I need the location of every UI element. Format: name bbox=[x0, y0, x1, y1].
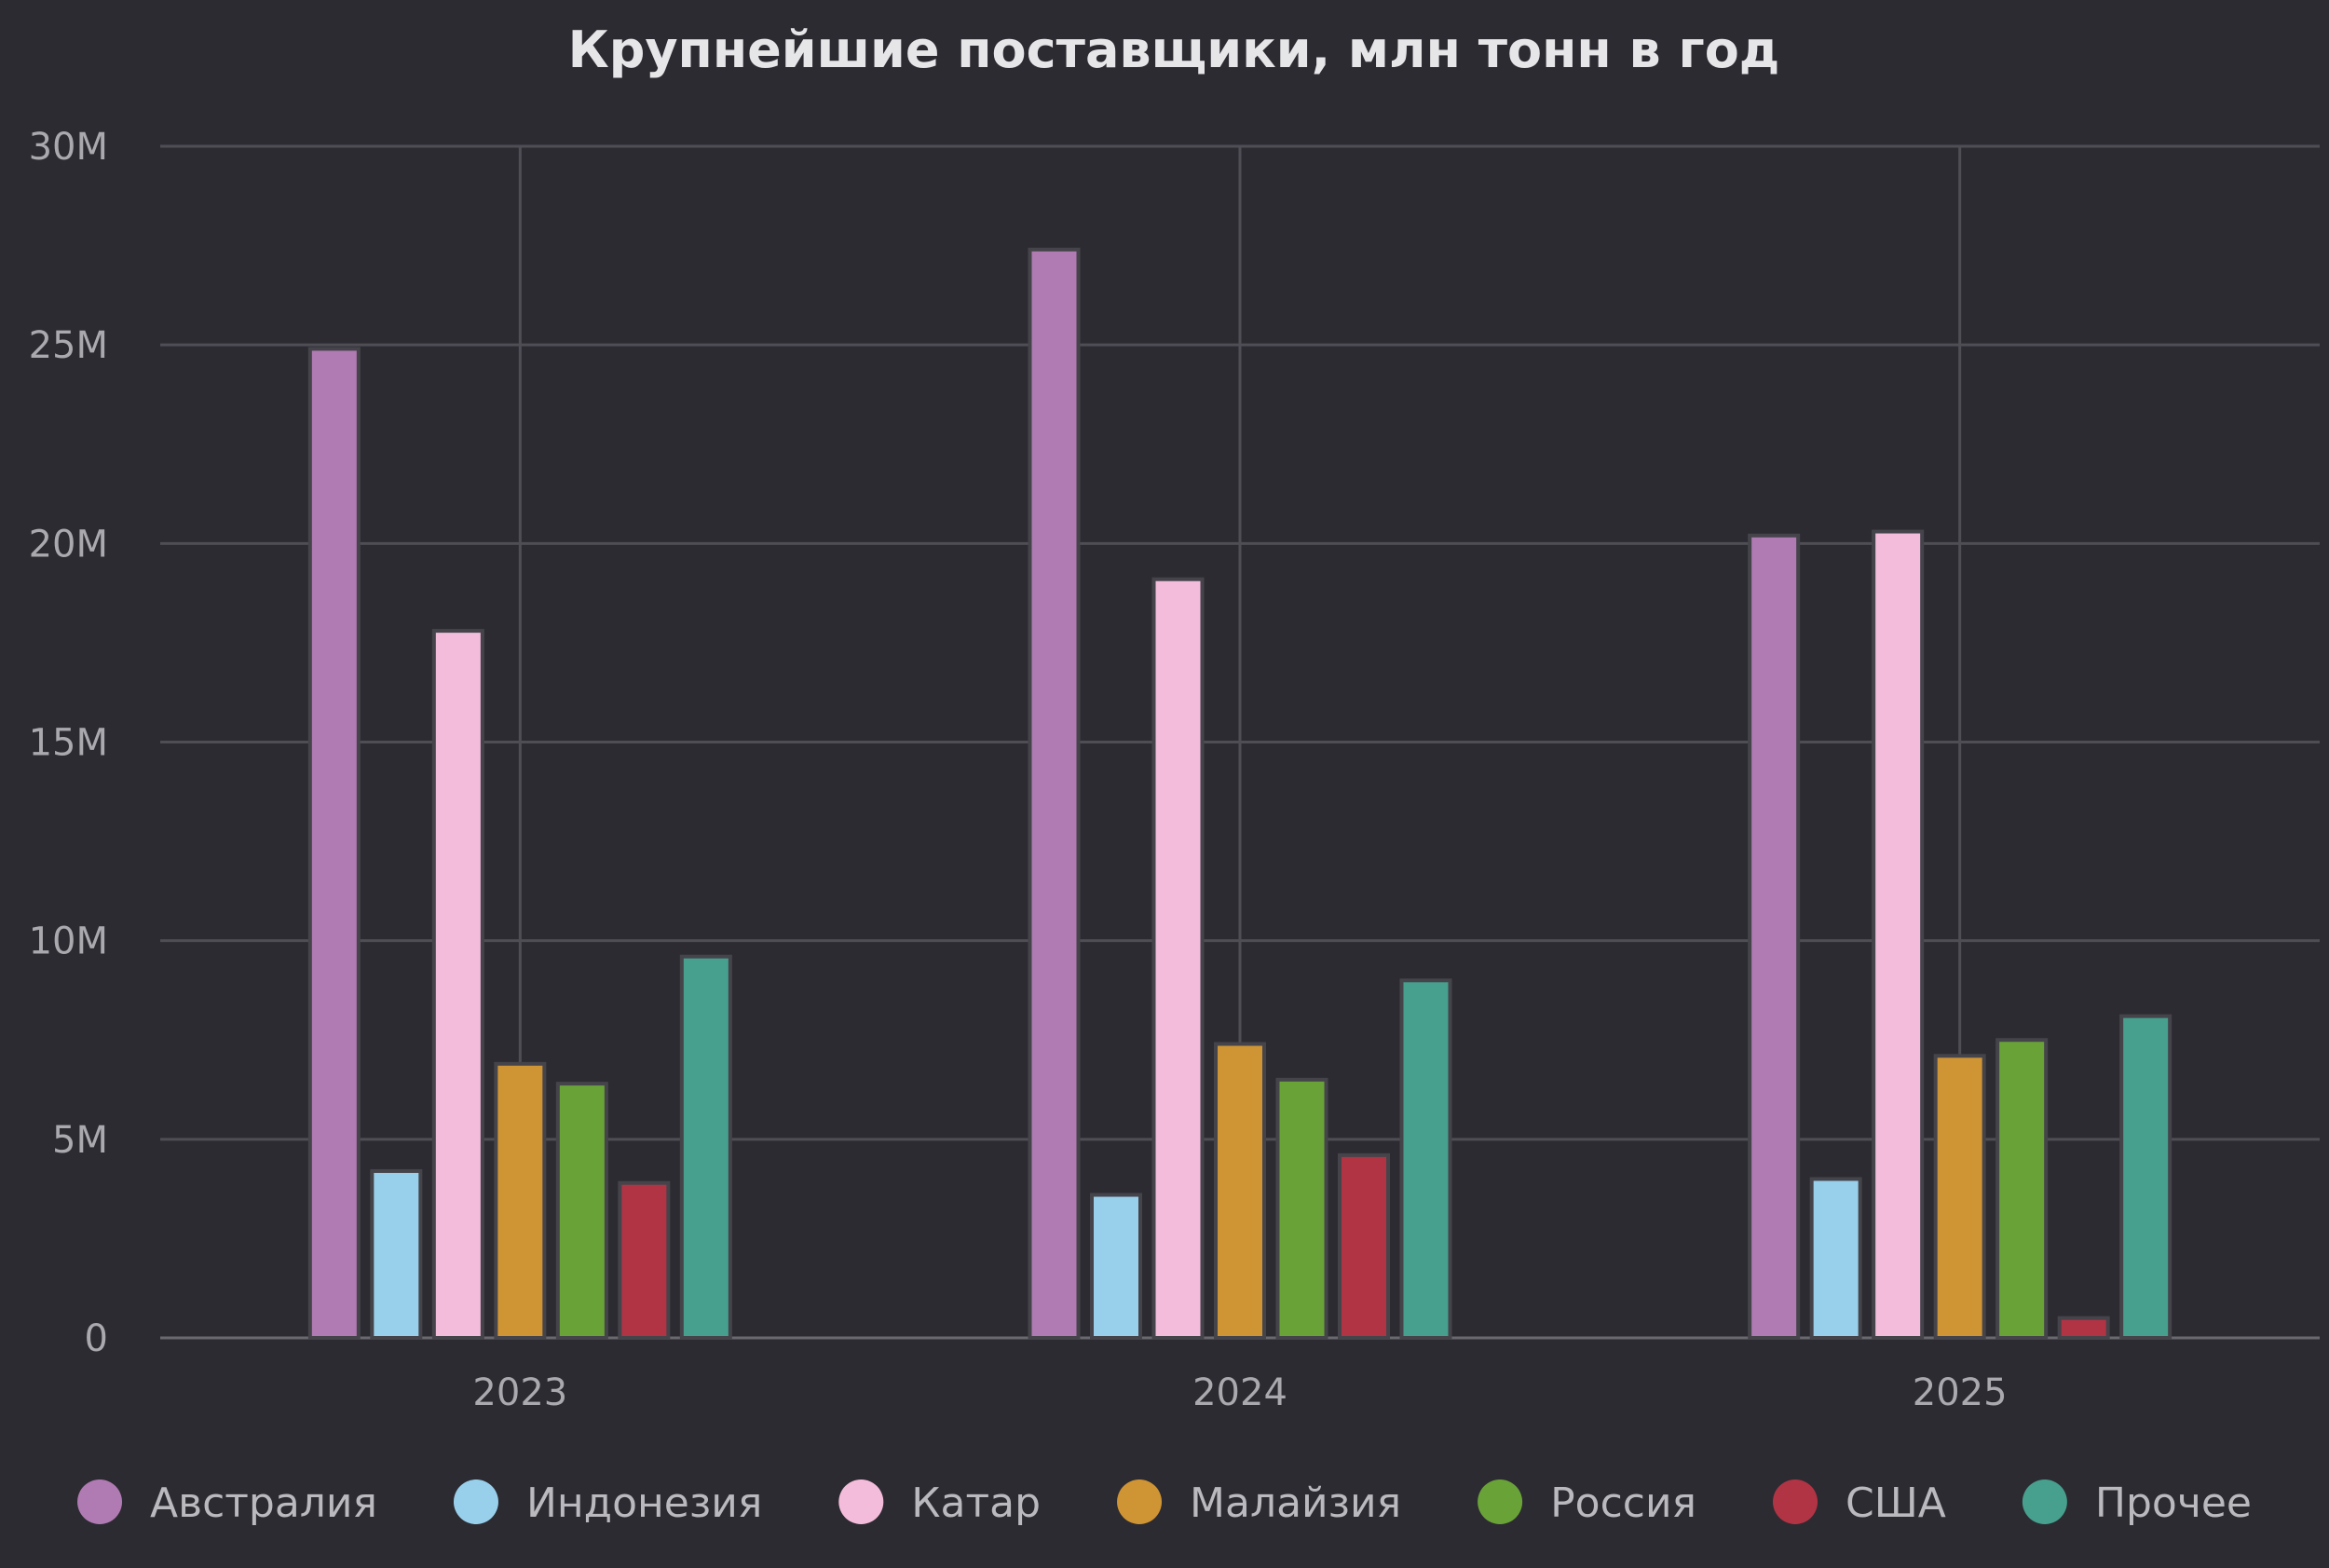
bar bbox=[1995, 1038, 2049, 1340]
bar bbox=[1809, 1177, 1862, 1341]
legend-label: Индонезия bbox=[526, 1479, 762, 1527]
legend-marker bbox=[1478, 1479, 1523, 1524]
bar bbox=[1748, 533, 1801, 1340]
bar bbox=[555, 1082, 608, 1340]
bar bbox=[1933, 1054, 1986, 1340]
legend-label: Россия bbox=[1550, 1479, 1696, 1527]
legend-marker bbox=[1773, 1479, 1818, 1524]
legend-label: Малайзия bbox=[1190, 1479, 1401, 1527]
legend-item[interactable]: Катар bbox=[838, 1479, 1041, 1527]
bar bbox=[1090, 1193, 1142, 1341]
legend-marker bbox=[838, 1479, 884, 1524]
bar bbox=[1275, 1077, 1328, 1340]
legend-marker bbox=[453, 1479, 498, 1524]
bar bbox=[1399, 978, 1452, 1341]
legend-item[interactable]: Австралия bbox=[77, 1479, 377, 1527]
y-tick-label: 10M bbox=[29, 920, 108, 963]
gridlines bbox=[160, 144, 2320, 1338]
legend-item[interactable]: Россия bbox=[1478, 1479, 1696, 1527]
bar bbox=[2119, 1014, 2172, 1341]
legend-label: Катар bbox=[911, 1479, 1041, 1527]
x-tick-label: 2024 bbox=[1192, 1371, 1287, 1414]
legend-item[interactable]: США bbox=[1773, 1479, 1946, 1527]
legend-item[interactable]: Прочее bbox=[2022, 1479, 2252, 1527]
legend-item[interactable]: Малайзия bbox=[1117, 1479, 1401, 1527]
legend: Австралия Индонезия Катар Малайзия Россия США… bbox=[77, 1479, 2252, 1527]
legend-marker bbox=[77, 1479, 123, 1524]
legend-label: США bbox=[1845, 1479, 1946, 1527]
legend-marker bbox=[2022, 1479, 2067, 1524]
bar bbox=[1151, 577, 1205, 1340]
bar bbox=[618, 1180, 671, 1340]
legend-item[interactable]: Индонезия bbox=[453, 1479, 762, 1527]
y-tick-label: 5M bbox=[52, 1119, 108, 1162]
y-tick-label: 30M bbox=[29, 126, 108, 169]
bars bbox=[307, 247, 2172, 1341]
y-tick-label: 25M bbox=[29, 324, 108, 367]
x-tick-label: 2023 bbox=[472, 1371, 567, 1414]
legend-label: Прочее bbox=[2095, 1479, 2252, 1527]
y-tick-label: 20M bbox=[29, 523, 108, 566]
bar bbox=[494, 1061, 547, 1340]
bar bbox=[307, 347, 361, 1340]
bar bbox=[1028, 247, 1081, 1340]
axes: 0 5M 10M 15M 20M 25M 30M 2023 2024 2025 bbox=[29, 126, 2320, 1414]
bar bbox=[679, 954, 732, 1340]
legend-label: Австралия bbox=[150, 1479, 377, 1527]
bar bbox=[370, 1168, 423, 1340]
bar bbox=[431, 629, 484, 1340]
y-tick-label: 0 bbox=[85, 1317, 108, 1360]
bar bbox=[1872, 529, 1925, 1340]
chart-title: Крупнейшие поставщики, млн тонн в год bbox=[568, 20, 1780, 79]
x-tick-label: 2025 bbox=[1913, 1371, 2008, 1414]
bar bbox=[1214, 1042, 1266, 1340]
bar bbox=[2057, 1316, 2110, 1341]
bar bbox=[1338, 1152, 1390, 1341]
legend-marker bbox=[1117, 1479, 1163, 1524]
y-tick-label: 15M bbox=[29, 722, 108, 765]
